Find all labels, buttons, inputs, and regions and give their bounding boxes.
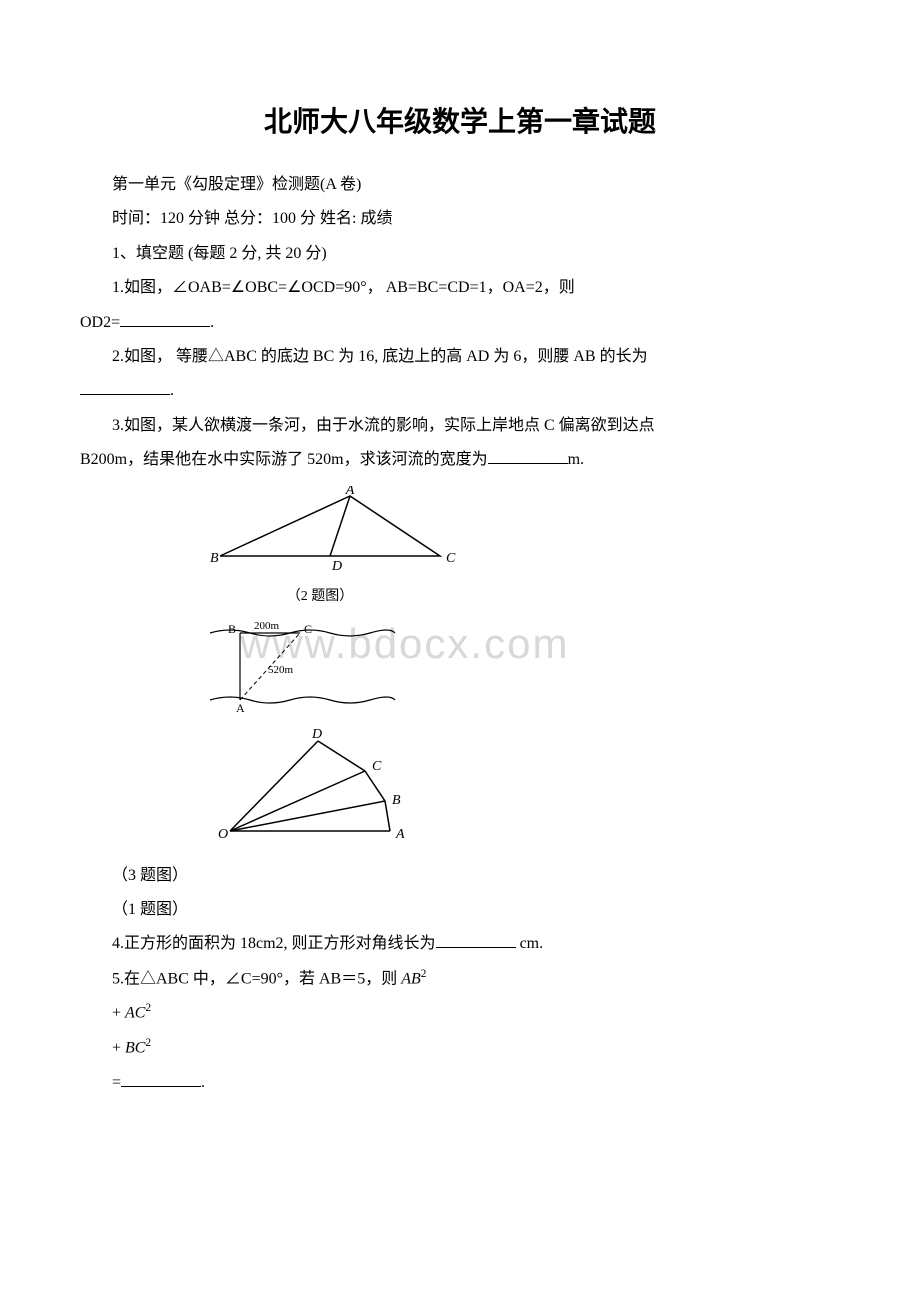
q5-blank xyxy=(121,1070,201,1087)
q3-line-b: B200m，结果他在水中实际游了 520m，求该河流的宽度为 m. xyxy=(80,445,840,475)
question-1: 1.如图，∠OAB=∠OBC=∠OCD=90°， AB=BC=CD=1，OA=2… xyxy=(80,273,840,338)
q2-suffix: . xyxy=(170,382,174,399)
fig1-label-b: B xyxy=(392,793,401,808)
fig3-label-c: C xyxy=(304,622,312,636)
q4-suffix: cm. xyxy=(516,935,544,952)
figure-1: O A B C D xyxy=(200,726,840,851)
figure-3-caption: （3 题图） xyxy=(80,861,840,891)
question-3: 3.如图，某人欲横渡一条河，由于水流的影响，实际上岸地点 C 偏离欲到达点 B2… xyxy=(80,411,840,476)
q5-ab: AB xyxy=(401,970,421,987)
fig1-label-d: D xyxy=(311,727,322,742)
q3-prefix: B200m，结果他在水中实际游了 520m，求该河流的宽度为 xyxy=(80,451,488,468)
section-1-header: 1、填空题 (每题 2 分, 共 20 分) xyxy=(80,239,840,269)
q5-end: . xyxy=(201,1074,205,1091)
question-5-line-1: 5.在△ABC 中，∠C=90°，若 AB＝5，则 AB2 xyxy=(80,964,840,995)
figure-2-caption: （2 题图） xyxy=(200,585,440,605)
question-5-line-2: + AC2 xyxy=(80,998,840,1029)
q3-blank xyxy=(488,447,568,464)
fig3-label-b: B xyxy=(228,622,236,636)
figures-block: A B C D （2 题图） xyxy=(200,486,840,851)
q5-plus-bc: + xyxy=(112,1039,121,1056)
figure-2-svg: A B C D xyxy=(200,486,460,576)
q2-line-a: 2.如图， 等腰△ABC 的底边 BC 为 16, 底边上的高 AD 为 6，则… xyxy=(80,342,840,372)
question-5-line-4: =. xyxy=(80,1068,840,1098)
fig1-label-c: C xyxy=(372,759,382,774)
fig2-label-c: C xyxy=(446,551,456,566)
q5-bc-sup: 2 xyxy=(145,1037,151,1049)
q2-line-b: . xyxy=(80,376,840,406)
q3-suffix: m. xyxy=(568,451,584,468)
page-title: 北师大八年级数学上第一章试题 xyxy=(80,100,840,140)
figure-3-svg: B C A 200m 520m xyxy=(200,615,400,715)
fig2-label-b: B xyxy=(210,551,219,566)
figure-1-svg: O A B C D xyxy=(200,726,440,846)
figure-3: B C A 200m 520m xyxy=(200,615,840,720)
q1-prefix: OD2= xyxy=(80,314,120,331)
q5-eq: = xyxy=(112,1074,121,1091)
fig2-label-d: D xyxy=(331,559,342,574)
q1-suffix: . xyxy=(210,314,214,331)
q1-line-b: OD2=. xyxy=(80,308,840,338)
question-2: 2.如图， 等腰△ABC 的底边 BC 为 16, 底边上的高 AD 为 6，则… xyxy=(80,342,840,407)
fig2-label-a: A xyxy=(345,486,355,498)
q1-line-a: 1.如图，∠OAB=∠OBC=∠OCD=90°， AB=BC=CD=1，OA=2… xyxy=(80,273,840,303)
figure-1-caption: （1 题图） xyxy=(80,895,840,925)
q5-plus-ac: + xyxy=(112,1005,121,1022)
q2-blank xyxy=(80,378,170,395)
q4-prefix: 4.正方形的面积为 18cm2, 则正方形对角线长为 xyxy=(112,935,436,952)
q5-bc: BC xyxy=(125,1039,145,1056)
subtitle: 第一单元《勾股定理》检测题(A 卷) xyxy=(80,170,840,200)
meta-line: 时间：120 分钟 总分：100 分 姓名: 成绩 xyxy=(80,204,840,234)
q1-blank xyxy=(120,310,210,327)
question-4: 4.正方形的面积为 18cm2, 则正方形对角线长为 cm. xyxy=(80,929,840,959)
q5-ac-sup: 2 xyxy=(145,1002,151,1014)
q5-prefix: 5.在△ABC 中，∠C=90°，若 AB＝5，则 xyxy=(112,970,397,987)
q3-line-a: 3.如图，某人欲横渡一条河，由于水流的影响，实际上岸地点 C 偏离欲到达点 xyxy=(80,411,840,441)
q5-ac: AC xyxy=(125,1005,145,1022)
fig1-label-a: A xyxy=(395,827,405,842)
figure-2: A B C D （2 题图） xyxy=(200,486,840,605)
q5-ab-sup: 2 xyxy=(421,968,427,980)
question-5-line-3: + BC2 xyxy=(80,1033,840,1064)
fig3-label-200m: 200m xyxy=(254,620,280,632)
q4-blank xyxy=(436,931,516,948)
fig3-label-a: A xyxy=(236,701,245,715)
fig1-label-o: O xyxy=(218,827,228,842)
fig3-label-520m: 520m xyxy=(268,664,294,676)
